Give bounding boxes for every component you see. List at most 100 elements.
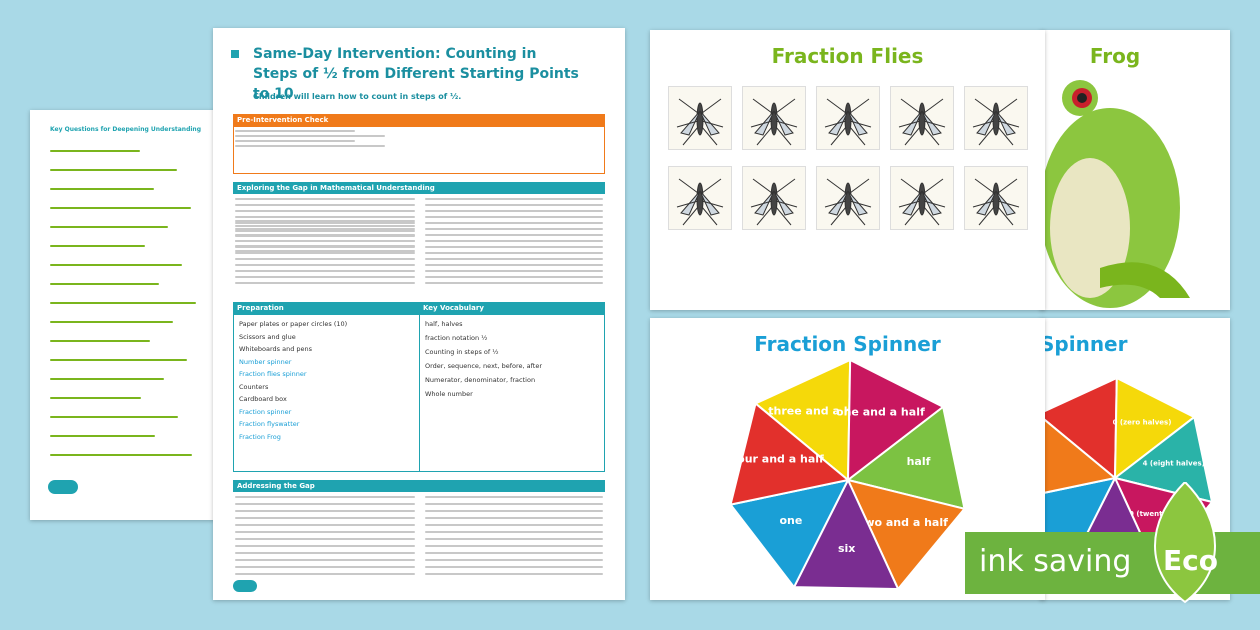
text-line <box>50 283 159 285</box>
text-line <box>235 270 415 272</box>
prep-item: Paper plates or paper circles (10) <box>239 320 348 328</box>
fly <box>898 178 946 226</box>
text-line <box>50 207 191 209</box>
title: Same-Day Intervention: Counting in Steps… <box>253 46 579 102</box>
segment-label: four and a half <box>732 453 824 466</box>
text-line <box>425 204 603 206</box>
segment-label: half <box>907 455 931 468</box>
text-line <box>425 264 603 266</box>
text-line <box>425 496 603 498</box>
text-line <box>235 258 415 260</box>
card-title: Frog <box>1089 44 1141 68</box>
text-line <box>425 198 603 200</box>
section-heading: Pre-Intervention Check <box>233 114 605 126</box>
text-line <box>235 210 415 212</box>
fly-card <box>742 86 806 150</box>
segment <box>1040 414 1118 495</box>
text-line <box>235 264 415 266</box>
vocab-item: Whole number <box>425 390 473 398</box>
text-line <box>50 359 187 361</box>
text-line <box>235 559 415 561</box>
text-line <box>235 230 415 232</box>
section-heading: Key Vocabulary <box>419 302 605 314</box>
text-line <box>425 524 603 526</box>
text-line <box>235 531 415 533</box>
leaf <box>1154 482 1216 604</box>
fly-card <box>668 166 732 230</box>
text-line <box>425 222 603 224</box>
text-line <box>425 538 603 540</box>
text-line <box>235 234 415 236</box>
prep-item: Fraction flyswatter <box>239 420 300 428</box>
back-page: Key Questions for Deepening Understandin… <box>30 110 215 520</box>
fly <box>972 98 1020 146</box>
text-line <box>235 252 415 254</box>
text-line <box>50 378 164 380</box>
text-line <box>425 282 603 284</box>
fly <box>898 98 946 146</box>
text-line <box>425 240 603 242</box>
text-line <box>50 340 150 342</box>
fly <box>972 178 1020 226</box>
fly <box>750 98 798 146</box>
text-line <box>235 228 415 230</box>
flies-card: Fraction Flies <box>650 30 1045 310</box>
fly-card <box>890 166 954 230</box>
logo <box>48 480 78 494</box>
text-line <box>425 234 603 236</box>
text-line <box>50 416 178 418</box>
text-line <box>50 264 182 266</box>
prep-item: Fraction Frog <box>239 432 281 441</box>
vocab-item: half, halves <box>425 320 463 328</box>
text-line <box>50 169 177 171</box>
text-line <box>235 216 415 218</box>
back-heading: Key Questions for Deepening Understandin… <box>50 126 201 133</box>
text-line <box>50 321 173 323</box>
text-line <box>235 235 415 237</box>
fly-card <box>816 86 880 150</box>
box <box>233 126 605 174</box>
box <box>233 314 605 472</box>
prep-item: Counters <box>239 382 269 391</box>
text-line <box>235 220 415 222</box>
text-line <box>425 246 603 248</box>
frog <box>1040 80 1190 308</box>
text-line <box>425 559 603 561</box>
prep-item: Number spinner <box>239 357 292 366</box>
segment-label: 0 (zero halves) <box>1113 418 1172 426</box>
text-line <box>50 245 145 247</box>
text-line <box>425 228 603 230</box>
vocab-item: fraction notation ½ <box>425 334 488 342</box>
fly <box>676 178 724 226</box>
text-line <box>50 435 155 437</box>
text-line <box>425 552 603 554</box>
text-line <box>235 276 415 278</box>
text-line <box>235 573 415 575</box>
text-line <box>235 545 415 547</box>
badge-tag: Eco <box>1163 544 1218 577</box>
segment-label: one <box>779 514 802 527</box>
text-line <box>50 150 140 152</box>
text-line <box>235 225 415 227</box>
text-line <box>425 258 603 260</box>
text-line <box>425 252 603 254</box>
text-line <box>235 517 415 519</box>
frog-card: Frog <box>1040 30 1230 310</box>
text-line <box>235 503 415 505</box>
card-title: Fraction Spinner <box>754 332 941 356</box>
text-line <box>235 250 415 252</box>
worksheet: Same-Day Intervention: Counting in Steps… <box>213 28 625 600</box>
text-line <box>235 524 415 526</box>
text-line <box>235 496 415 498</box>
text-line <box>235 130 355 132</box>
text-line <box>235 204 415 206</box>
fly-card <box>964 86 1028 150</box>
text-line <box>235 246 415 248</box>
fly <box>750 178 798 226</box>
fly <box>824 98 872 146</box>
text-line <box>425 517 603 519</box>
eco-badge: ink saving Eco <box>965 482 1260 604</box>
segment-label: three and a half <box>768 405 867 418</box>
